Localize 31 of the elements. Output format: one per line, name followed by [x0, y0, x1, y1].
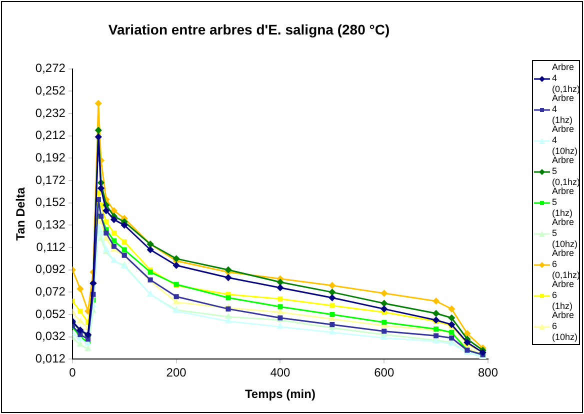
- x-tick-label: 800: [478, 366, 498, 380]
- legend-label: Arbre 4 (0,1hz): [552, 62, 580, 94]
- y-tick-label: 0,232: [35, 106, 66, 120]
- legend-label: Arbre 5 (0,1hz): [552, 155, 580, 188]
- y-tick-label: 0,252: [35, 83, 66, 98]
- x-tick-label: 600: [374, 366, 394, 380]
- legend-label: Arbre 4 (10hz): [552, 124, 579, 156]
- x-tick-label: 0: [69, 366, 76, 380]
- y-axis-title: Tan Delta: [14, 187, 28, 241]
- y-tick-label: 0,132: [35, 217, 66, 232]
- y-tick-label: 0,172: [35, 172, 66, 187]
- legend-label: Arbre 5 (10hz): [552, 217, 579, 250]
- y-tick-label: 0,192: [35, 150, 66, 164]
- legend-label: Arbre 6 (0,1hz): [552, 248, 580, 280]
- legend-label: Arbre 6 (1hz): [552, 279, 574, 312]
- legend-label: Arbre 6 (10hz): [552, 310, 579, 343]
- y-tick-label: 0,152: [35, 195, 66, 210]
- x-axis-title: Temps (min): [244, 387, 316, 402]
- x-tick-label: 200: [166, 366, 187, 380]
- legend-label: Arbre 4 (1hz): [552, 93, 574, 126]
- y-tick-label: 0,032: [35, 329, 66, 344]
- y-tick-label: 0,012: [35, 352, 66, 366]
- y-tick-label: 0,212: [35, 128, 66, 142]
- y-tick-label: 0,112: [36, 240, 66, 254]
- y-tick-label: 0,272: [35, 61, 66, 76]
- y-tick-label: 0,052: [35, 306, 66, 321]
- x-tick-label: 400: [270, 366, 291, 380]
- legend-label: Arbre 5 (1hz): [552, 186, 574, 218]
- chart-title: Variation entre arbres d'E. saligna (280 °C): [108, 21, 390, 38]
- y-tick-label: 0,072: [35, 284, 66, 298]
- y-tick-label: 0,092: [35, 262, 66, 276]
